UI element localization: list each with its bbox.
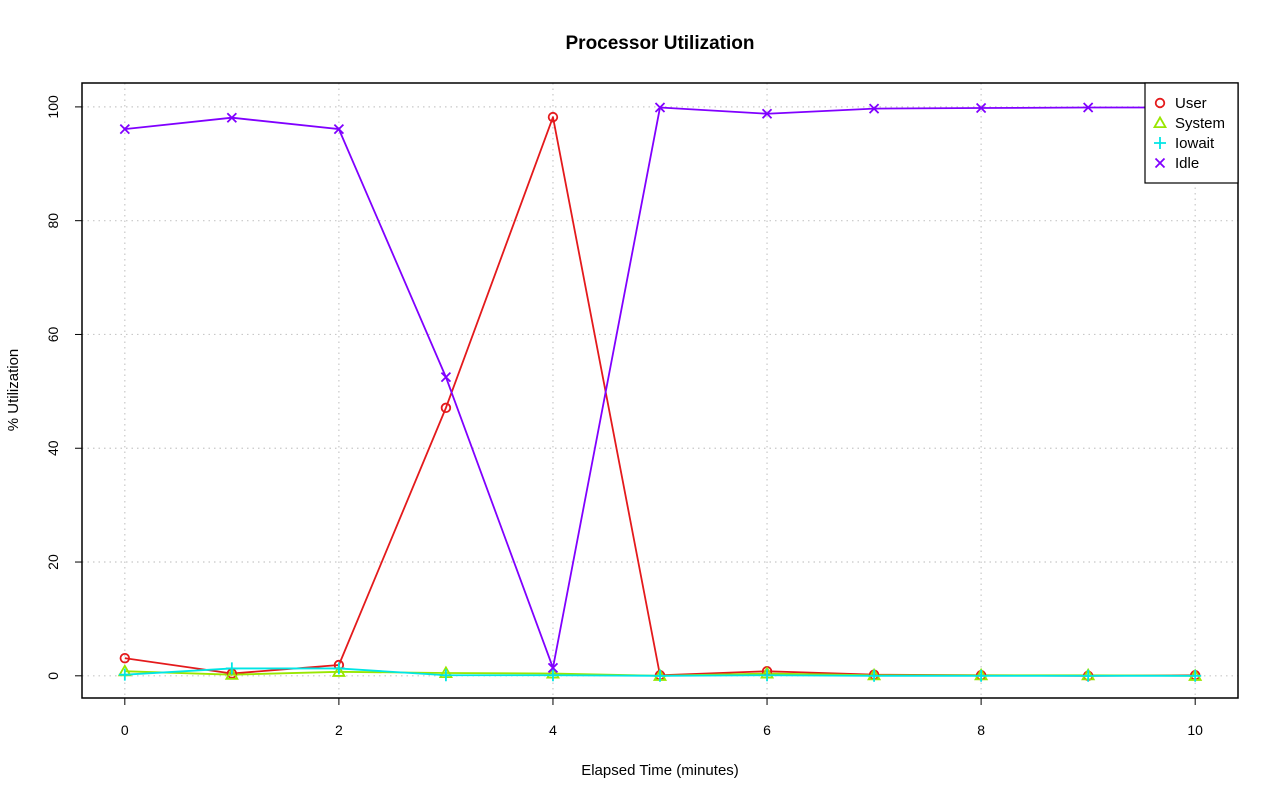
legend-label-idle: Idle xyxy=(1175,155,1199,172)
legend-label-system: System xyxy=(1175,115,1225,132)
series-lines xyxy=(124,106,1196,677)
x-tick-label: 4 xyxy=(549,722,557,738)
x-tick-label: 8 xyxy=(977,722,985,738)
x-axis-label: Elapsed Time (minutes) xyxy=(581,762,739,779)
y-tick-label: 20 xyxy=(45,554,61,570)
grid-lines xyxy=(82,83,1238,698)
legend-box xyxy=(1144,82,1239,184)
data-point-idle xyxy=(440,371,452,383)
legend-marker-iowait xyxy=(1154,137,1166,149)
x-axis: 0 2 4 6 8 10 xyxy=(121,697,1203,738)
data-point-idle xyxy=(761,108,773,119)
plot-frame xyxy=(81,82,1239,699)
data-point-idle xyxy=(868,103,880,114)
legend-marker-user xyxy=(1154,97,1166,109)
data-point-idle xyxy=(654,102,666,113)
y-tick-label: 60 xyxy=(45,326,61,342)
data-point-system xyxy=(331,664,346,677)
legend: User System Iowait Idle xyxy=(1144,82,1239,184)
data-point-user xyxy=(440,402,452,414)
y-axis: 0 20 40 60 80 100 xyxy=(45,95,82,680)
data-point-idle xyxy=(1083,102,1094,113)
data-point-idle xyxy=(333,123,345,135)
data-point-iowait xyxy=(225,662,238,675)
data-point-iowait xyxy=(761,669,774,682)
data-point-iowait xyxy=(332,662,345,675)
data-point-iowait xyxy=(546,669,559,682)
y-tick-label: 80 xyxy=(45,213,61,229)
data-point-iowait xyxy=(654,669,666,682)
data-point-user xyxy=(119,652,131,664)
chart-title: Processor Utilization xyxy=(566,33,755,54)
data-point-iowait xyxy=(439,669,452,682)
x-tick-label: 6 xyxy=(763,722,771,738)
series-line-idle xyxy=(124,106,1196,669)
y-axis-label: % Utilization xyxy=(5,349,22,432)
data-point-iowait xyxy=(868,669,881,682)
legend-marker-idle xyxy=(1154,157,1166,169)
legend-label-iowait: Iowait xyxy=(1175,135,1215,152)
data-point-iowait xyxy=(975,669,988,682)
series-markers xyxy=(117,102,1203,682)
x-tick-label: 0 xyxy=(121,722,129,738)
x-tick-label: 2 xyxy=(335,722,343,738)
data-point-system xyxy=(224,667,239,680)
data-point-iowait xyxy=(1082,669,1095,682)
data-point-iowait xyxy=(118,668,131,681)
series-line-user xyxy=(124,116,1196,677)
x-tick-label: 10 xyxy=(1187,722,1203,738)
y-tick-label: 100 xyxy=(45,95,61,119)
data-point-idle xyxy=(975,102,987,114)
y-tick-label: 40 xyxy=(45,440,61,456)
data-point-idle xyxy=(547,662,559,673)
data-point-idle xyxy=(119,123,130,135)
y-tick-label: 0 xyxy=(45,672,61,680)
data-point-iowait xyxy=(1189,669,1202,682)
legend-marker-system xyxy=(1152,115,1168,129)
data-point-idle xyxy=(226,112,237,123)
data-point-user xyxy=(547,111,559,123)
legend-label-user: User xyxy=(1175,95,1207,112)
